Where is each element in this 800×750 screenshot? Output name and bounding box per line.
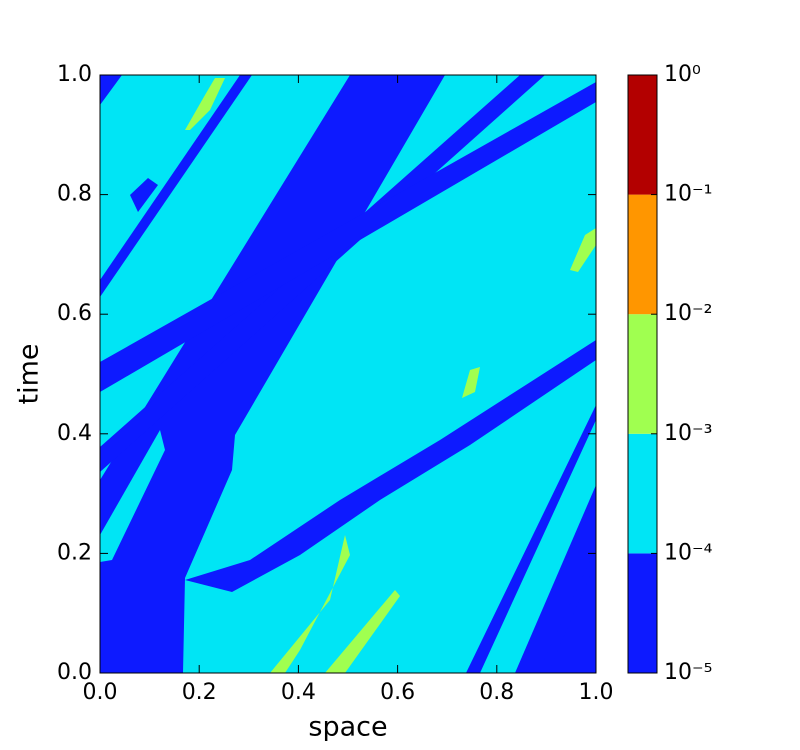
x-tick-label: 0.8	[479, 680, 514, 705]
colorbar-band	[628, 433, 657, 554]
contour-region	[538, 548, 596, 673]
y-tick-label: 0.6	[57, 301, 92, 326]
contour-region	[466, 405, 596, 673]
plot-frame	[99, 74, 597, 674]
contour-region	[462, 367, 480, 398]
colorbar-band	[628, 75, 657, 195]
colorbar-frame	[627, 74, 658, 674]
contour-region	[185, 78, 225, 130]
colorbar-tick-label: 10⁰	[664, 62, 701, 87]
contour-region	[100, 75, 252, 297]
contour-region	[515, 485, 596, 673]
contour-region	[100, 82, 596, 392]
y-tick-label: 0.2	[57, 540, 92, 565]
x-axis-label: space	[308, 712, 387, 743]
colorbar-tick-label: 10⁻⁵	[664, 660, 712, 685]
contour-region	[100, 430, 165, 562]
contour-region	[570, 228, 596, 272]
colorbar-tick-label: 10⁻³	[664, 421, 712, 446]
y-tick-label: 0.0	[57, 660, 92, 685]
contour-region	[100, 75, 122, 105]
x-tick-label: 1.0	[579, 680, 614, 705]
colorbar-band	[628, 194, 657, 315]
x-tick-label: 0.4	[281, 680, 316, 705]
contour-region	[270, 535, 350, 673]
y-tick-label: 1.0	[57, 62, 92, 87]
colorbar-tick-label: 10⁻⁴	[664, 540, 713, 565]
contour-region	[100, 75, 445, 673]
colorbar-tick-label: 10⁻²	[664, 301, 712, 326]
contour-region	[325, 590, 400, 673]
x-tick-label: 0.0	[83, 680, 118, 705]
x-tick-label: 0.2	[182, 680, 217, 705]
x-tick-label: 0.6	[380, 680, 415, 705]
y-tick-label: 0.8	[57, 182, 92, 207]
y-tick-label: 0.4	[57, 421, 92, 446]
colorbar-tick-label: 10⁻¹	[664, 182, 712, 207]
contour-region	[130, 178, 158, 212]
colorbar-band	[628, 553, 657, 673]
y-axis-label: time	[14, 343, 45, 404]
colorbar-band	[628, 314, 657, 434]
contour-regions	[100, 75, 596, 673]
